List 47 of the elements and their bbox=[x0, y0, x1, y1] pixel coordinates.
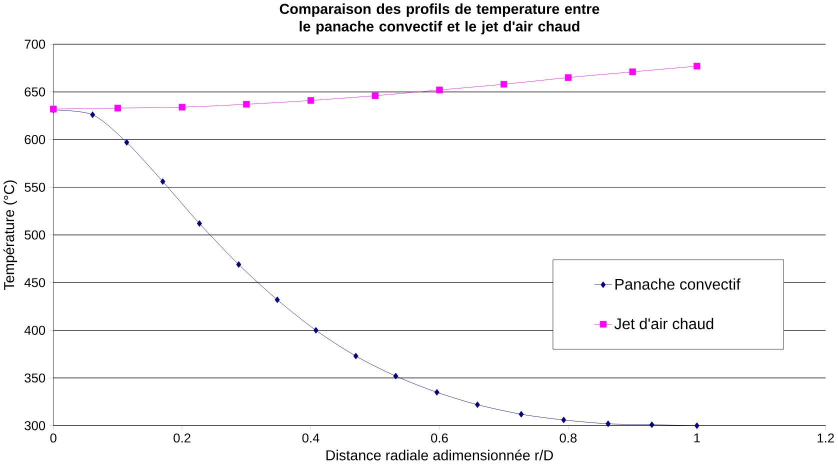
y-axis-title: Température (°C) bbox=[3, 180, 18, 290]
y-tick-label: 700 bbox=[24, 40, 46, 49]
point bbox=[124, 139, 130, 146]
point bbox=[313, 327, 318, 334]
point bbox=[196, 220, 202, 227]
point bbox=[372, 92, 378, 100]
x-axis-title: Distance radiale adimensionnée r/D bbox=[326, 450, 553, 460]
x-tick-label: 0.8 bbox=[560, 434, 577, 443]
y-tick-label: 550 bbox=[24, 182, 46, 192]
point bbox=[694, 62, 700, 70]
point bbox=[436, 86, 443, 94]
legend-label: Panache convectif bbox=[615, 278, 740, 290]
point bbox=[649, 422, 654, 428]
y-tick-label: 300 bbox=[24, 421, 46, 430]
point bbox=[178, 104, 186, 111]
point bbox=[90, 112, 96, 118]
y-tick-label: 450 bbox=[24, 278, 46, 288]
point bbox=[694, 422, 700, 430]
legend-label: Jet d'air chaud bbox=[614, 318, 714, 330]
x-tick-label: 0 bbox=[50, 434, 56, 443]
y-tick-label: 400 bbox=[24, 326, 46, 335]
chart-title: Comparaison des profils de temperature entre le panache convectif et le jet d'air chaud bbox=[280, 4, 600, 34]
point bbox=[114, 104, 122, 112]
point bbox=[307, 97, 314, 104]
y-tick-label: 500 bbox=[24, 230, 46, 240]
x-tick-label: 1.2 bbox=[818, 434, 834, 443]
point bbox=[243, 101, 250, 108]
point bbox=[564, 74, 572, 81]
x-tick-label: 0.4 bbox=[302, 434, 320, 443]
y-tick-label: 650 bbox=[24, 87, 46, 97]
point bbox=[353, 352, 358, 360]
point bbox=[606, 420, 611, 428]
point bbox=[474, 401, 480, 408]
point bbox=[518, 411, 524, 418]
y-tick-label: 600 bbox=[24, 135, 46, 144]
y-tick-label: 350 bbox=[24, 374, 46, 383]
point bbox=[236, 261, 242, 268]
point bbox=[274, 296, 280, 304]
point bbox=[160, 178, 166, 185]
x-tick-label: 1 bbox=[694, 434, 700, 442]
point bbox=[629, 68, 636, 76]
point bbox=[393, 372, 398, 380]
point bbox=[500, 81, 508, 88]
point bbox=[434, 389, 440, 396]
x-tick-label: 0.2 bbox=[174, 434, 190, 443]
x-tick-label: 0.6 bbox=[431, 434, 448, 443]
point bbox=[561, 416, 566, 424]
